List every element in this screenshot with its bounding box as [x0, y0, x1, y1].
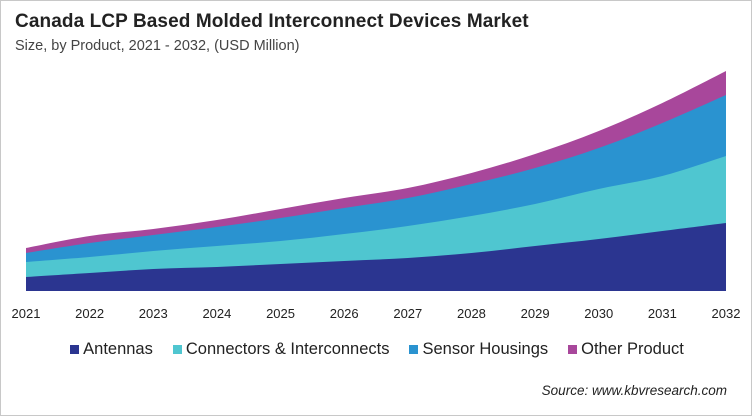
legend-item-sensor-housings: Sensor Housings [409, 340, 548, 359]
legend-swatch [172, 345, 182, 354]
legend-swatch [568, 345, 578, 354]
area-antennas [26, 223, 726, 291]
stacked-area-chart: 2021 2022 2023 2024 2025 2026 2027 2028 2029 2030… [12, 71, 741, 321]
legend-label: Connectors & Interconnects [185, 340, 390, 358]
x-tick-label: 2024 [202, 306, 231, 321]
legend-item-other-product: Other Product [568, 340, 684, 359]
x-tick-label: 2030 [584, 306, 613, 321]
legend-item-connectors: Connectors & Interconnects [172, 340, 390, 359]
x-tick-label: 2023 [139, 306, 168, 321]
x-tick-label: 2026 [330, 306, 359, 321]
x-tick-label: 2031 [648, 306, 677, 321]
legend-swatch [409, 345, 419, 354]
x-tick-label: 2022 [75, 306, 104, 321]
source-note: Source: www.kbvresearch.com [541, 383, 727, 398]
x-tick-label: 2021 [12, 306, 41, 321]
chart-subtitle: Size, by Product, 2021 - 2032, (USD Mill… [15, 38, 300, 54]
legend-swatch [70, 345, 80, 354]
chart-title: Canada LCP Based Molded Interconnect Dev… [15, 11, 529, 32]
legend-label: Antennas [83, 340, 153, 358]
legend-label: Other Product [581, 340, 684, 358]
x-tick-label: 2025 [266, 306, 295, 321]
x-tick-label: 2028 [457, 306, 486, 321]
legend-label: Sensor Housings [422, 340, 549, 358]
legend: Antennas Connectors & Interconnects Sens… [1, 340, 751, 359]
x-tick-label: 2032 [712, 306, 741, 321]
x-tick-label: 2029 [521, 306, 550, 321]
x-tick-label: 2027 [393, 306, 422, 321]
legend-item-antennas: Antennas [70, 340, 153, 359]
